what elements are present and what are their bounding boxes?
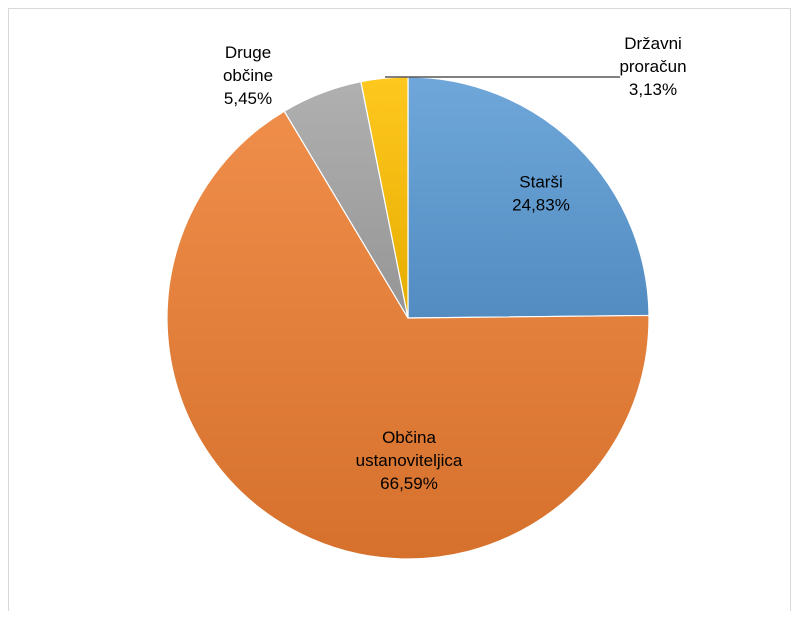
pie-slices — [166, 76, 650, 560]
pie-slice-0 — [407, 76, 650, 319]
chart-area — [8, 8, 791, 611]
data-label-2-line-1: občine — [223, 66, 273, 85]
data-label-1-line-1: ustanoviteljica — [356, 451, 463, 470]
data-label-2-line-2: 5,45% — [224, 89, 272, 108]
data-label-2: Druge občine 5,45% — [223, 43, 273, 108]
data-label-3-line-1: proračun — [619, 57, 686, 76]
data-label-3-line-2: 3,13% — [629, 80, 677, 99]
data-label-1: Občina ustanoviteljica 66,59% — [356, 428, 463, 493]
data-label-2-line-0: Druge — [225, 43, 271, 62]
data-label-0-line-0: Starši — [519, 173, 562, 192]
data-label-3: Državni proračun 3,13% — [619, 34, 686, 99]
data-label-0: Starši 24,83% — [512, 173, 570, 215]
pie-slice-1 — [166, 110, 650, 560]
data-label-1-line-0: Občina — [382, 428, 436, 447]
data-labels: Starši 24,83% Občina ustanoviteljica 66,59% D… — [223, 34, 687, 493]
data-label-3-line-0: Državni — [624, 34, 682, 53]
data-label-1-line-2: 66,59% — [380, 474, 438, 493]
data-label-0-line-1: 24,83% — [512, 196, 570, 215]
